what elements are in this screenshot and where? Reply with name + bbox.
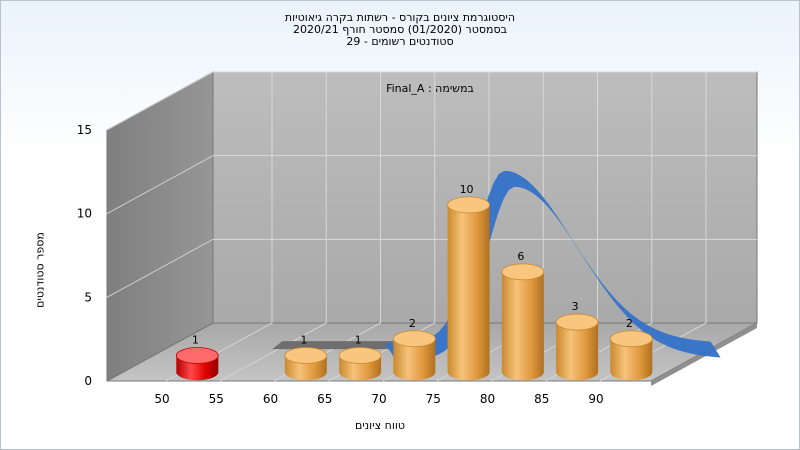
bar-body (556, 322, 599, 381)
bar-body (501, 271, 544, 381)
bar-top (338, 347, 382, 364)
bar-body (393, 338, 436, 381)
bar-body (447, 204, 490, 381)
x-tick-label: 60 (263, 392, 278, 406)
bar-value-label: 1 (192, 334, 199, 347)
chart-title-line-3: סטודנטים רשומים - 29 (346, 35, 454, 48)
bar-value-label: 10 (460, 183, 474, 196)
bar-top (447, 196, 490, 214)
grid-line-floor (220, 322, 327, 382)
task-annotation: Final_A : במשימה (386, 82, 474, 95)
chart-title-line-1: היסטוגרמת ציונים בקורס - רשתות בקרה גיאו… (284, 11, 516, 24)
bar-value-label: 2 (626, 317, 633, 330)
y-tick-label: 5 (84, 290, 92, 304)
x-tick-label: 50 (154, 392, 169, 406)
bar-50 (175, 347, 219, 381)
bar-65 (338, 347, 382, 381)
bar-value-label: 1 (300, 334, 307, 347)
bar-value-label: 6 (517, 250, 524, 263)
grid-line-side (106, 238, 214, 298)
chart-title-line-2: בסמסטר (01/2020) סמסטר חורף 2020/21 (293, 23, 507, 36)
y-tick-label: 0 (84, 374, 92, 388)
x-tick-label: 70 (371, 392, 386, 406)
bar-top (501, 263, 545, 281)
bar-top (392, 330, 436, 348)
bar-top (609, 330, 653, 348)
bar-75 (447, 196, 490, 381)
bar-value-label: 2 (409, 317, 416, 330)
x-tick-labels: 50 55 60 65 70 75 80 85 90 (154, 392, 603, 406)
bar-value-label: 1 (355, 334, 362, 347)
x-tick-label: 85 (534, 392, 549, 406)
grid-line-side (106, 155, 214, 215)
bar-top (175, 347, 219, 364)
data-labels-group: 1 1 1 2 10 6 3 2 (192, 183, 633, 347)
bar-top (284, 347, 328, 364)
x-axis-label: טווח ציונים (355, 419, 405, 432)
bar-body (610, 338, 653, 381)
x-tick-label: 55 (209, 392, 224, 406)
bar-top (555, 313, 599, 331)
x-tick-label: 65 (317, 392, 332, 406)
bar-value-label: 3 (572, 300, 579, 313)
grid-line-side (106, 71, 214, 131)
distribution-curve (385, 170, 721, 360)
x-tick-label: 90 (588, 392, 603, 406)
x-tick-label: 75 (426, 392, 441, 406)
y-tick-labels: 0 5 10 15 (77, 123, 92, 388)
y-axis-label: מספר סטודנטים (33, 232, 47, 308)
bar-90 (609, 330, 653, 381)
bar-80 (501, 263, 545, 381)
bar-70 (392, 330, 436, 381)
bar-85 (555, 313, 599, 381)
curve-flat-shadow (272, 341, 423, 350)
y-tick-label: 15 (77, 123, 92, 137)
bars-group (175, 196, 653, 381)
bar-60 (284, 347, 328, 381)
y-tick-label: 10 (77, 207, 92, 221)
distribution-curve-group (272, 170, 721, 360)
x-tick-label: 80 (480, 392, 495, 406)
